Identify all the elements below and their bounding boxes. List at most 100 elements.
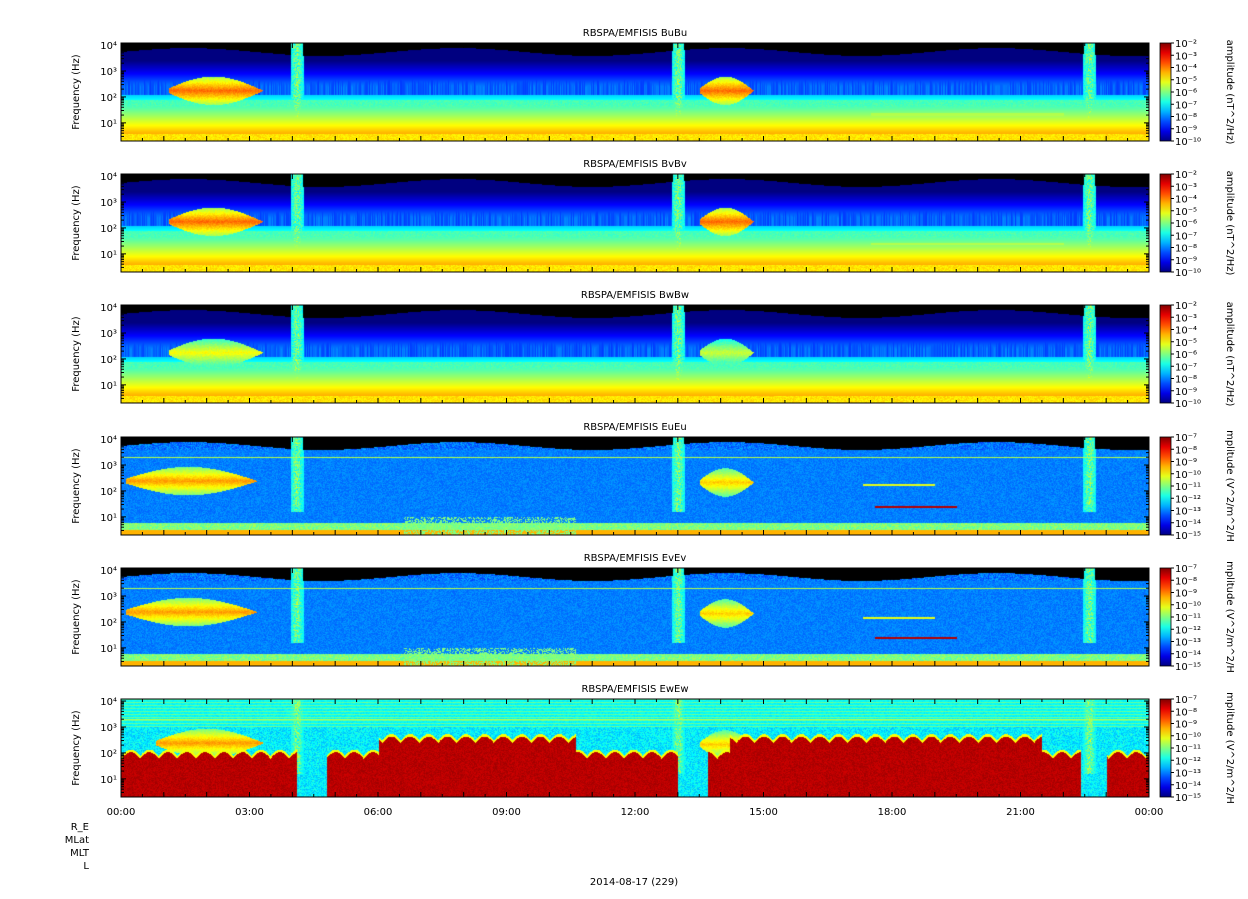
colorbar-tick-label: 10⁻⁸ (1175, 576, 1197, 587)
colorbar-tick-label: 10⁻¹⁵ (1175, 662, 1201, 673)
y-tick-label: 10¹ (100, 775, 117, 786)
colorbar-tick-label: 10⁻⁵ (1175, 76, 1197, 87)
panel-title: RBSPA/EMFISIS EvEv (584, 553, 687, 564)
y-axis-label: Frequency (Hz) (71, 185, 82, 261)
colorbar-tick-label: 10⁻¹⁰ (1175, 268, 1201, 279)
colorbar-tick-label: 10⁻² (1175, 170, 1197, 181)
colorbar-tick-label: 10⁻⁸ (1175, 375, 1197, 386)
spectrogram-panel-3: RBSPA/EMFISIS BwBw 10¹ 10² 10³ 10⁴ Frequency … (71, 290, 1235, 410)
y-tick-label: 10⁴ (100, 697, 117, 708)
colorbar-label: mplitude (V^2/m^2/H (1224, 692, 1235, 804)
y-tick-label: 10² (100, 93, 117, 104)
spectrogram-image (121, 43, 1149, 141)
colorbar (1159, 304, 1172, 404)
row-label-l: L (83, 861, 89, 872)
colorbar-tick-label: 10⁻⁸ (1175, 244, 1197, 255)
colorbar-tick-label: 10⁻³ (1175, 51, 1197, 62)
colorbar-tick-label: 10⁻⁵ (1175, 207, 1197, 218)
panel-title: RBSPA/EMFISIS EuEu (583, 422, 686, 433)
y-tick-label: 10³ (100, 329, 117, 340)
y-tick-label: 10³ (100, 592, 117, 603)
colorbar-tick-label: 10⁻¹³ (1175, 507, 1201, 518)
y-tick-label: 10² (100, 749, 117, 760)
panel-title: RBSPA/EMFISIS BuBu (583, 28, 687, 39)
x-tick-label: 12:00 (621, 807, 650, 818)
y-tick-label: 10³ (100, 461, 117, 472)
y-axis-label: Frequency (Hz) (71, 579, 82, 655)
y-tick-label: 10¹ (100, 250, 117, 261)
colorbar-tick-label: 10⁻⁷ (1175, 695, 1197, 706)
spectrogram-panel-6: RBSPA/EMFISIS EwEw 10¹ 10² 10³ 10⁴ Frequency … (71, 684, 1235, 818)
colorbar-tick-label: 10⁻⁹ (1175, 125, 1197, 136)
y-tick-label: 10¹ (100, 513, 117, 524)
colorbar-tick-label: 10⁻⁶ (1175, 350, 1197, 361)
colorbar-tick-label: 10⁻⁸ (1175, 113, 1197, 124)
y-tick-label: 10³ (100, 67, 117, 78)
colorbar-tick-label: 10⁻⁷ (1175, 362, 1197, 373)
colorbar-tick-label: 10⁻⁶ (1175, 219, 1197, 230)
colorbar-tick-label: 10⁻¹⁴ (1175, 781, 1201, 792)
colorbar-tick-label: 10⁻⁸ (1175, 707, 1197, 718)
colorbar-tick-label: 10⁻² (1175, 301, 1197, 312)
y-tick-label: 10⁴ (100, 303, 117, 314)
colorbar-tick-label: 10⁻¹¹ (1175, 482, 1201, 493)
spectrogram-image (121, 305, 1149, 403)
colorbar-label: amplitude (nT^2/Hz) (1224, 171, 1235, 276)
spectrogram-panel-4: RBSPA/EMFISIS EuEu 10¹ 10² 10³ 10⁴ Frequency … (71, 422, 1235, 542)
colorbar-tick-label: 10⁻⁷ (1175, 433, 1197, 444)
y-tick-label: 10⁴ (100, 41, 117, 52)
colorbar-tick-label: 10⁻¹² (1175, 756, 1201, 767)
colorbar-label: amplitude (nT^2/Hz) (1224, 40, 1235, 145)
colorbar-tick-label: 10⁻⁵ (1175, 338, 1197, 349)
y-axis-label: Frequency (Hz) (71, 316, 82, 392)
colorbar-tick-label: 10⁻⁷ (1175, 100, 1197, 111)
x-tick-label: 03:00 (235, 807, 264, 818)
spectrogram-image (121, 437, 1149, 535)
colorbar-tick-label: 10⁻¹² (1175, 494, 1201, 505)
row-label-mlat: MLat (65, 835, 89, 846)
y-tick-label: 10³ (100, 198, 117, 209)
colorbar-tick-label: 10⁻⁴ (1175, 326, 1197, 337)
spectrogram-panel-2: RBSPA/EMFISIS BvBv 10¹ 10² 10³ 10⁴ Frequency … (71, 159, 1235, 279)
colorbar-tick-label: 10⁻¹² (1175, 625, 1201, 636)
y-tick-label: 10¹ (100, 644, 117, 655)
colorbar (1159, 436, 1172, 536)
colorbar-tick-label: 10⁻³ (1175, 182, 1197, 193)
spectrogram-panel-5: RBSPA/EMFISIS EvEv 10¹ 10² 10³ 10⁴ Frequency … (71, 553, 1235, 673)
date-label: 2014-08-17 (229) (590, 877, 678, 888)
x-tick-label: 21:00 (1006, 807, 1035, 818)
colorbar-tick-label: 10⁻¹⁰ (1175, 601, 1201, 612)
colorbar-tick-label: 10⁻¹⁵ (1175, 531, 1201, 542)
y-tick-label: 10² (100, 224, 117, 235)
y-axis-label: Frequency (Hz) (71, 448, 82, 524)
x-tick-label: 15:00 (749, 807, 778, 818)
colorbar-tick-label: 10⁻¹³ (1175, 638, 1201, 649)
colorbar-tick-label: 10⁻¹⁴ (1175, 519, 1201, 530)
colorbar-tick-label: 10⁻¹⁰ (1175, 470, 1201, 481)
y-axis-label: Frequency (Hz) (71, 710, 82, 786)
colorbar-tick-label: 10⁻⁶ (1175, 88, 1197, 99)
colorbar-label: amplitude (nT^2/Hz) (1224, 302, 1235, 407)
colorbar-tick-label: 10⁻¹⁰ (1175, 399, 1201, 410)
colorbar-tick-label: 10⁻⁴ (1175, 195, 1197, 206)
y-tick-label: 10² (100, 487, 117, 498)
x-tick-label: 00:00 (107, 807, 136, 818)
y-tick-label: 10⁴ (100, 172, 117, 183)
x-tick-label: 06:00 (364, 807, 393, 818)
colorbar-tick-label: 10⁻¹¹ (1175, 613, 1201, 624)
colorbar-tick-label: 10⁻² (1175, 39, 1197, 50)
colorbar-tick-label: 10⁻⁹ (1175, 720, 1197, 731)
panel-title: RBSPA/EMFISIS EwEw (581, 684, 688, 695)
colorbar-tick-label: 10⁻¹⁰ (1175, 137, 1201, 148)
spectrogram-panel-1: RBSPA/EMFISIS BuBu 10¹ 10² 10³ 10⁴ Frequency … (71, 28, 1235, 148)
x-tick-label: 09:00 (492, 807, 521, 818)
colorbar-tick-label: 10⁻¹³ (1175, 769, 1201, 780)
y-tick-label: 10¹ (100, 381, 117, 392)
spectrogram-image (121, 699, 1149, 797)
y-tick-label: 10⁴ (100, 435, 117, 446)
colorbar (1159, 698, 1172, 798)
colorbar-tick-label: 10⁻⁸ (1175, 445, 1197, 456)
colorbar (1159, 567, 1172, 667)
spectrogram-image (121, 174, 1149, 272)
